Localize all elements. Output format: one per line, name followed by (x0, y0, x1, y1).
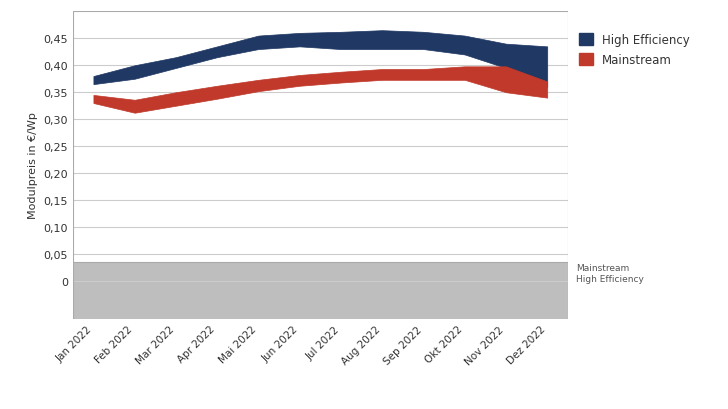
Text: High Efficiency: High Efficiency (576, 274, 644, 283)
Text: Mainstream: Mainstream (576, 263, 629, 272)
Bar (73, 12, 568, 263)
Legend: High Efficiency, Mainstream: High Efficiency, Mainstream (579, 34, 690, 67)
Bar (73, 263, 568, 319)
Y-axis label: Modulpreis in €/Wp: Modulpreis in €/Wp (28, 112, 38, 219)
